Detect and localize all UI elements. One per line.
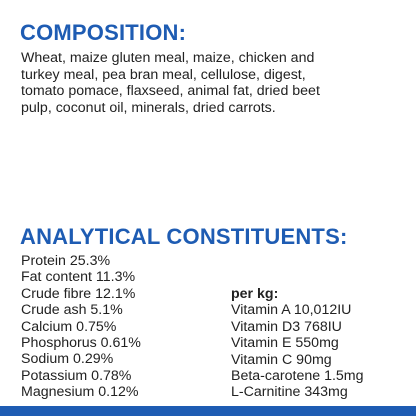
vitamin-item: L-Carnitine 343mg bbox=[231, 384, 348, 401]
constituent-item: Fat content 11.3% bbox=[21, 269, 136, 286]
constituent-item: Crude ash 5.1% bbox=[21, 302, 123, 319]
vitamin-item: Beta-carotene 1.5mg bbox=[231, 368, 364, 385]
vitamin-item: Vitamin E 550mg bbox=[231, 335, 339, 352]
vitamins-list: per kg: Vitamin A 10,012IU Vitamin D3 76… bbox=[231, 286, 364, 401]
constituent-item: Magnesium 0.12% bbox=[21, 384, 139, 401]
constituents-list: Protein 25.3% Fat content 11.3% Crude fi… bbox=[21, 253, 141, 401]
per-kg-label: per kg: bbox=[231, 286, 279, 302]
constituent-item: Sodium 0.29% bbox=[21, 351, 114, 368]
composition-line: pulp, coconut oil, minerals, dried carro… bbox=[21, 99, 276, 116]
composition-line: turkey meal, pea bran meal, cellulose, d… bbox=[21, 66, 306, 83]
vitamin-item: Vitamin A 10,012IU bbox=[231, 302, 352, 319]
vitamin-item: Vitamin C 90mg bbox=[231, 351, 332, 368]
vitamin-item: Vitamin D3 768IU bbox=[231, 318, 342, 335]
composition-text: Wheat, maize gluten meal, maize, chicken… bbox=[21, 50, 406, 116]
constituent-item: Protein 25.3% bbox=[21, 253, 111, 269]
bottom-accent-bar bbox=[0, 406, 416, 416]
composition-heading: COMPOSITION: bbox=[20, 20, 187, 45]
constituent-item: Crude fibre 12.1% bbox=[21, 285, 136, 302]
composition-line: Wheat, maize gluten meal, maize, chicken… bbox=[21, 50, 315, 66]
analytical-constituents-heading: ANALYTICAL CONSTITUENTS: bbox=[20, 224, 348, 249]
constituent-item: Potassium 0.78% bbox=[21, 367, 132, 384]
constituent-item: Calcium 0.75% bbox=[21, 318, 117, 335]
composition-line: tomato pomace, flaxseed, animal fat, dri… bbox=[21, 83, 320, 99]
constituent-item: Phosphorus 0.61% bbox=[21, 335, 141, 352]
